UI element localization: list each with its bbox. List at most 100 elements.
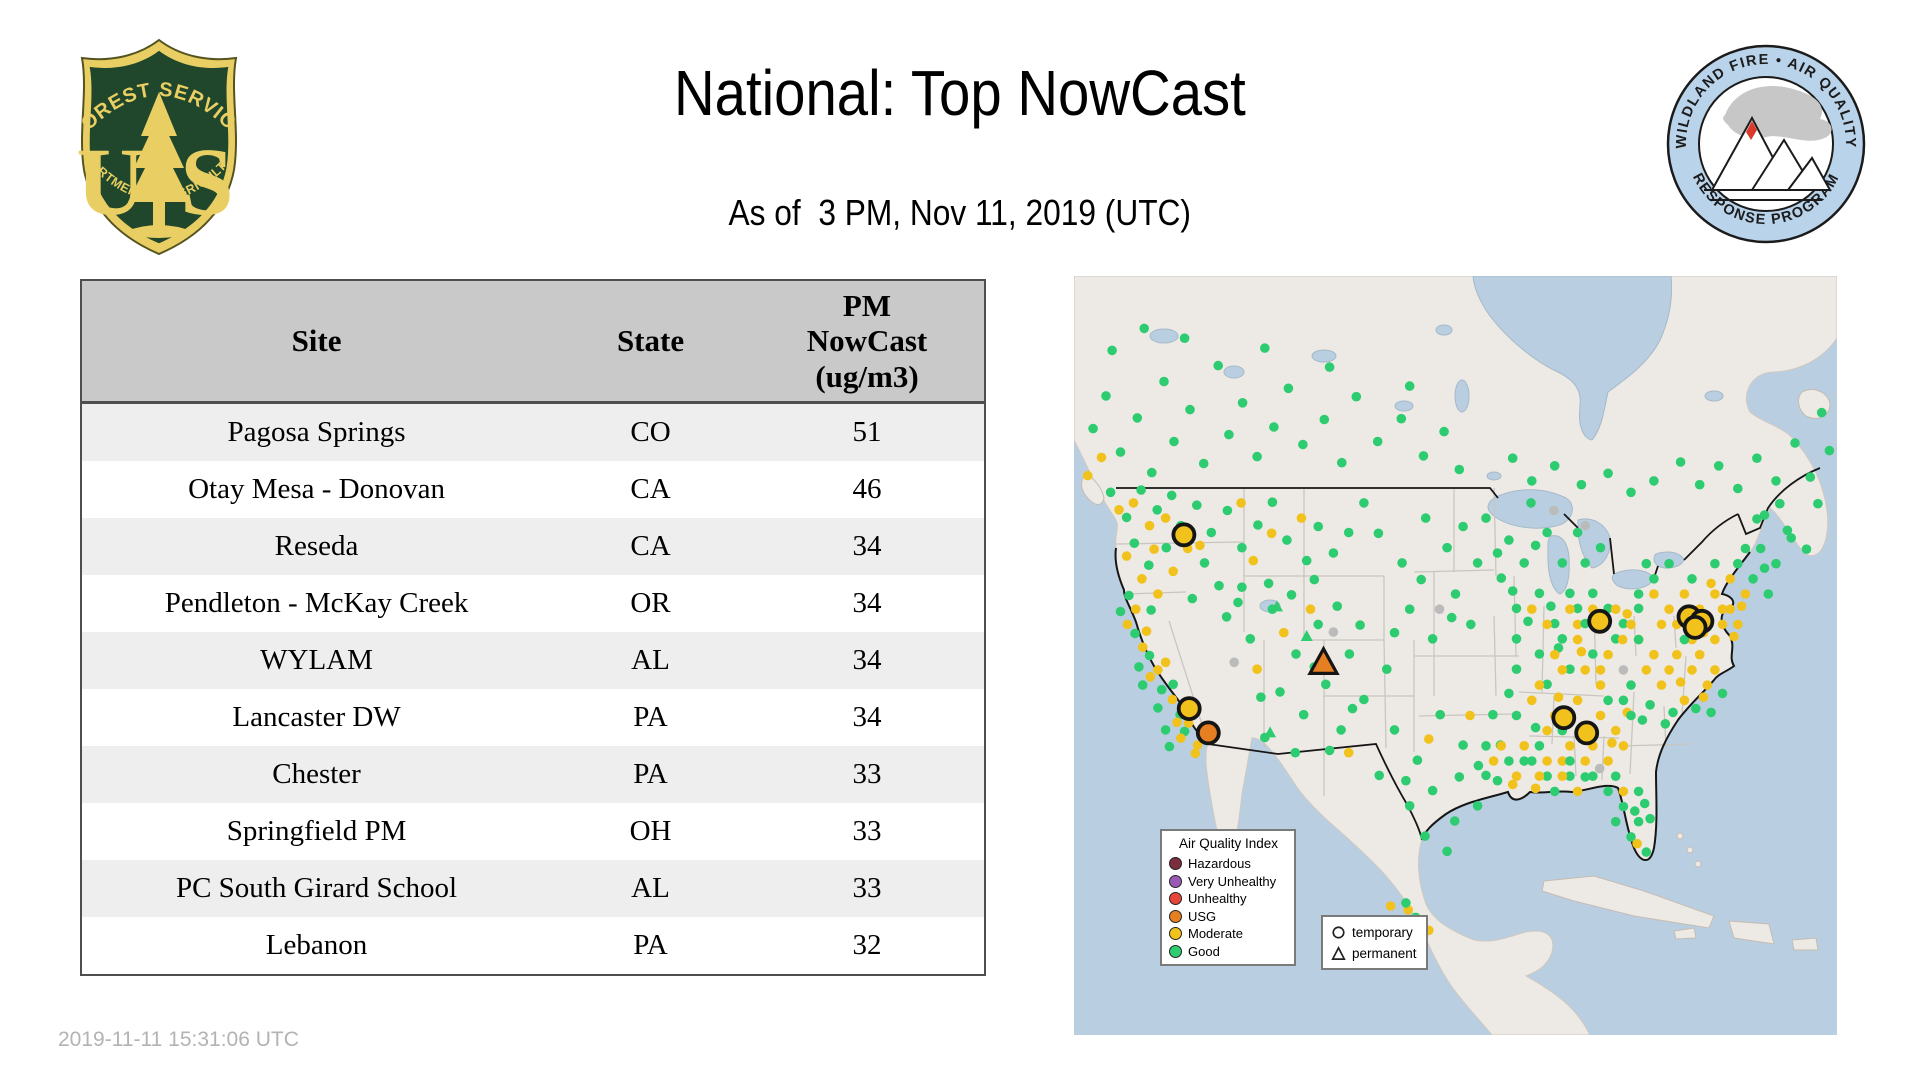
monitor-dot <box>1167 694 1178 705</box>
monitor-dot <box>1526 498 1536 508</box>
monitor-dot <box>1458 521 1468 532</box>
monitor-dot <box>1511 603 1522 614</box>
monitor-dot <box>1733 619 1743 630</box>
monitor-dot <box>1633 634 1644 645</box>
monitor-dot <box>1145 672 1156 682</box>
monitor-dot <box>1237 582 1247 592</box>
monitor-dot <box>1649 476 1659 486</box>
monitor-dot <box>1420 513 1431 523</box>
monitor-dot <box>1645 700 1655 710</box>
monitor-dot <box>1096 452 1107 463</box>
monitor-dot <box>1319 414 1330 425</box>
monitor-dot <box>1472 558 1483 568</box>
site-cell: Lancaster DW <box>232 701 401 733</box>
monitor-dot <box>1328 548 1339 558</box>
monitor-dot <box>1131 604 1141 614</box>
temporary-legend-row: temporary <box>1331 922 1426 943</box>
monitor-dot <box>1710 665 1720 675</box>
table-row: WYLAM AL 34 <box>81 632 985 689</box>
monitor-dot <box>1439 426 1449 437</box>
top-site-temporary-marker <box>1587 608 1613 634</box>
monitor-dot <box>1324 362 1335 372</box>
monitor-dot <box>1454 464 1465 475</box>
monitor-dot <box>1740 589 1751 599</box>
monitor-dot <box>1121 512 1132 523</box>
monitor-dot <box>1603 695 1613 706</box>
monitor-dot <box>1229 657 1239 668</box>
aqi-legend: Air Quality Index Hazardous Very Unhealth… <box>1160 829 1296 966</box>
permanent-triangle-icon <box>1331 946 1346 960</box>
monitor-dot <box>1527 695 1537 706</box>
monitor-dot <box>1805 472 1816 482</box>
value-cell: 34 <box>852 587 882 619</box>
monitor-dot <box>1389 627 1400 638</box>
monitor-dot <box>1481 741 1491 751</box>
monitor-dot <box>1530 540 1541 551</box>
value-cell: 34 <box>852 701 882 733</box>
monitor-dot <box>1710 558 1720 569</box>
monitor-dot <box>1290 747 1301 758</box>
monitor-dot <box>1472 801 1483 811</box>
monitor-dot <box>1160 657 1171 668</box>
monitor-dot <box>1159 376 1169 387</box>
monitor-dot <box>1580 756 1590 766</box>
monitor-dot <box>1136 485 1146 495</box>
caribbean-islands <box>1541 832 1819 951</box>
monitor-dot <box>1252 664 1262 674</box>
value-cell: 46 <box>852 473 882 505</box>
monitor-dot <box>1396 413 1407 424</box>
table-row: Springfield PM OH 33 <box>81 803 985 860</box>
monitor-dot <box>1626 487 1636 498</box>
monitor-dot <box>1359 498 1369 508</box>
monitor-dot <box>1603 468 1613 479</box>
monitor-dot <box>1633 816 1644 827</box>
monitor-dot <box>1645 813 1655 824</box>
monitor-dot <box>1236 498 1246 508</box>
value-cell: 33 <box>852 815 882 847</box>
monitor-dot <box>1639 798 1650 809</box>
monitor-dot <box>1488 709 1498 720</box>
monitor-dot <box>1542 527 1552 538</box>
monitor-dot <box>1137 642 1148 652</box>
aqi-item-label: Hazardous <box>1188 856 1251 872</box>
monitor-dot <box>1324 745 1335 756</box>
monitor-dot <box>1481 770 1491 781</box>
monitor-dot <box>1132 413 1143 423</box>
monitor-dot <box>1649 574 1659 584</box>
monitor-dot <box>1404 381 1415 391</box>
monitor-dot <box>1610 816 1621 827</box>
monitor-dot <box>1149 544 1159 554</box>
monitor-dot <box>1618 786 1629 797</box>
monitor-dot <box>1296 513 1307 523</box>
monitor-dot <box>1549 618 1560 629</box>
state-cell: CA <box>630 530 671 562</box>
monitor-dot <box>1434 604 1445 614</box>
monitor-dot <box>1691 703 1701 714</box>
monitor-dot <box>1153 703 1163 713</box>
monitor-dot <box>1782 525 1793 536</box>
monitor-dot <box>1156 684 1167 695</box>
monitor-dot <box>1610 725 1621 736</box>
monitor-dot <box>1144 520 1155 531</box>
monitor-dot <box>1626 680 1636 690</box>
monitor-dot <box>1213 360 1223 371</box>
monitor-dot <box>1572 634 1583 645</box>
monitor-dot <box>1153 589 1163 599</box>
fire-icon <box>1746 121 1757 140</box>
monitor-dot <box>1420 831 1430 841</box>
monitor-dot <box>1519 558 1529 568</box>
monitor-dot <box>1736 601 1747 611</box>
table-header-row: Site State PM NowCast (ug/m3) <box>81 280 985 404</box>
aqi-legend-title: Air Quality Index <box>1178 836 1279 851</box>
monitor-dot <box>1298 709 1309 720</box>
monitor-dot <box>1187 593 1198 604</box>
state-cell: CO <box>630 416 671 448</box>
monitor-dot <box>1572 603 1583 614</box>
monitor-dot <box>1344 649 1355 659</box>
monitor-dot <box>1713 461 1724 471</box>
state-cell: CA <box>630 473 671 505</box>
monitor-dot <box>1450 589 1461 599</box>
aqi-color-dot-icon <box>1169 909 1182 923</box>
monitor-dot <box>1449 816 1460 826</box>
monitor-dot <box>1759 510 1770 520</box>
